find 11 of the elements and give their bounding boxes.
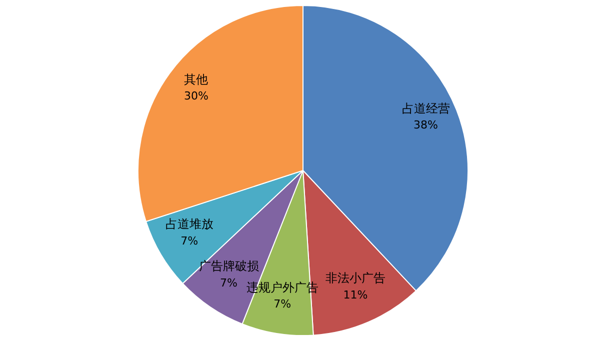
data-label: 7%	[274, 298, 292, 311]
data-label: 30%	[184, 90, 208, 103]
data-label: 38%	[414, 118, 438, 132]
slice-label: 非法小广告	[325, 271, 386, 286]
data-label: 11%	[343, 288, 368, 302]
data-label: 7%	[220, 276, 238, 290]
slice-label: 占道堆放	[165, 217, 214, 232]
slice-label: 广告牌破损	[198, 259, 259, 274]
slice-label: 其他	[184, 72, 208, 86]
data-label: 7%	[180, 234, 198, 248]
slice-label: 占道经营	[402, 101, 450, 116]
